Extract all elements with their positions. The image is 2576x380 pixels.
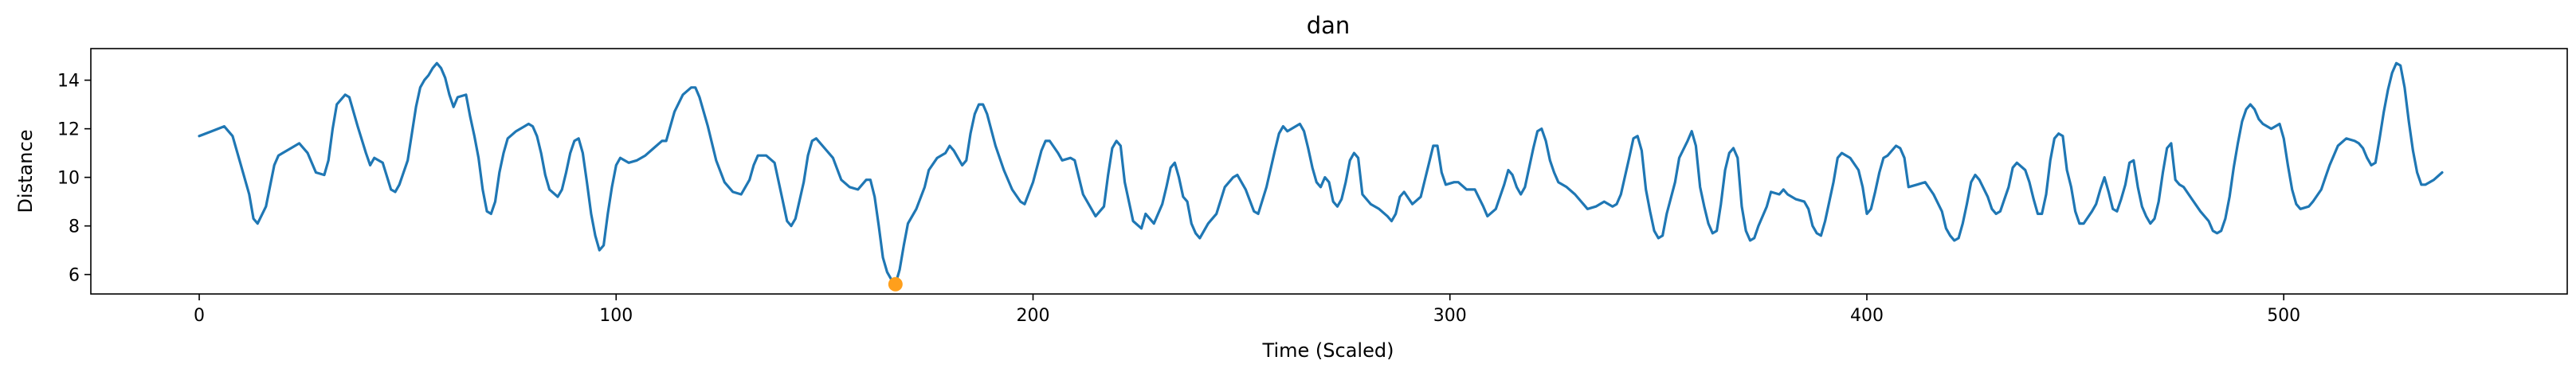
y-tick-label: 12 [57,120,80,140]
x-tick-label: 0 [194,306,205,326]
chart-title: dan [1307,12,1351,39]
series-line-distance [198,61,2444,286]
x-tick-label: 500 [2267,306,2300,326]
y-tick-label: 8 [69,217,80,237]
plot-frame [90,48,2568,295]
x-axis-label: Time (Scaled) [1262,339,1394,362]
x-tick-label: 200 [1017,306,1050,326]
x-tick-label: 400 [1850,306,1884,326]
y-axis-label: Distance [14,130,37,214]
y-tick-label: 6 [69,266,80,286]
x-tick-label: 100 [599,306,633,326]
y-axis-ticks: 6 8 10 12 14 [57,72,91,286]
plot-area [90,48,2568,295]
minimum-marker [888,276,903,292]
y-tick-label: 14 [57,72,80,92]
y-tick-label: 10 [57,169,80,189]
x-axis-ticks: 0 100 200 300 400 500 [194,294,2300,326]
x-tick-label: 300 [1433,306,1467,326]
